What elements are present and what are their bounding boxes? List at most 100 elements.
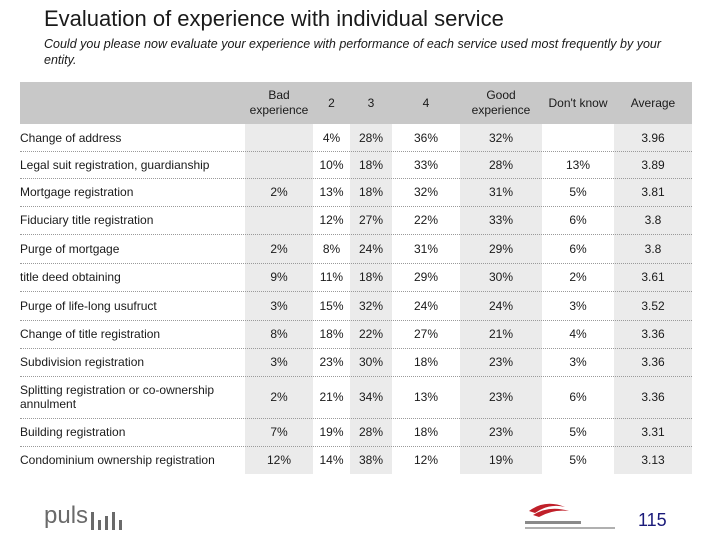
table-cell: 18% — [319, 327, 344, 341]
table-cell: 9% — [270, 270, 288, 284]
table-cell — [245, 124, 313, 151]
table-cell: 30% — [358, 355, 384, 369]
row-label: Change of title registration — [20, 327, 161, 341]
table-cell: 28% — [488, 157, 514, 172]
row-label: Fiduciary title registration — [20, 213, 154, 227]
table-cell: 3.36 — [641, 355, 665, 369]
column-band — [460, 124, 542, 474]
row-label: title deed obtaining — [20, 270, 121, 284]
row-divider — [20, 418, 692, 419]
column-band — [245, 124, 313, 474]
table-cell: 3.61 — [641, 270, 665, 284]
table-cell: 21% — [319, 390, 344, 404]
table-cell: 38% — [358, 453, 384, 467]
row-divider — [20, 320, 692, 321]
table-cell: 30% — [488, 270, 514, 284]
table-cell: 5% — [569, 185, 587, 199]
column-band — [614, 124, 692, 474]
table-cell: 23% — [488, 355, 514, 369]
table-cell: 10% — [319, 157, 344, 172]
table-cell: 33% — [488, 213, 514, 227]
column-header-average: Average — [630, 95, 676, 110]
row-divider — [20, 446, 692, 447]
table-cell: 18% — [413, 355, 439, 369]
page-number: 115 — [638, 510, 667, 530]
table-cell: 12% — [319, 213, 344, 227]
table-cell: 13% — [319, 185, 344, 199]
table-cell: 18% — [413, 425, 439, 439]
table-cell: 8% — [322, 241, 341, 256]
table-cell: 31% — [488, 185, 514, 199]
column-band — [350, 124, 392, 474]
table-cell: 3.13 — [641, 453, 665, 467]
table-cell: 27% — [413, 327, 439, 341]
row-label: Mortgage registration — [20, 185, 134, 199]
table-cell: 3% — [270, 355, 288, 369]
table-cell: 6% — [569, 390, 587, 404]
table-cell: 3.52 — [641, 298, 665, 313]
column-header-good-experience: Good experience — [471, 88, 531, 117]
table-cell: 29% — [488, 241, 514, 256]
row-label: Splitting registration or co-ownership a… — [20, 383, 215, 411]
table-cell: 3.36 — [641, 327, 665, 341]
table-cell: 3% — [569, 298, 587, 313]
table-cell: 5% — [569, 453, 587, 467]
table-cell: 7% — [270, 425, 288, 439]
page-title: Evaluation of experience with individual… — [44, 6, 504, 31]
row-divider — [20, 376, 692, 377]
table-cell: 4% — [322, 130, 341, 145]
puls-logo: puls — [44, 502, 126, 530]
row-divider — [20, 234, 692, 235]
table-cell: 4% — [569, 327, 587, 341]
row-divider — [20, 206, 692, 207]
table-cell: 3.31 — [641, 425, 665, 439]
table-cell: 24% — [358, 241, 384, 256]
table-cell — [542, 124, 614, 151]
table-cell: 23% — [319, 355, 344, 369]
table-cell: 28% — [358, 425, 384, 439]
table-cell: 32% — [358, 298, 384, 313]
table-cell: 12% — [413, 453, 439, 467]
table-cell: 3% — [270, 298, 288, 313]
table-cell: 32% — [488, 130, 514, 145]
table-cell: 2% — [270, 185, 288, 199]
table-cell: 21% — [488, 327, 514, 341]
table-cell: 18% — [358, 185, 384, 199]
table-cell: 23% — [488, 390, 514, 404]
table-cell: 2% — [270, 390, 288, 404]
column-header-3: 3 — [367, 95, 375, 110]
table-cell: 6% — [569, 241, 587, 256]
table-cell: 2% — [270, 241, 288, 256]
table-cell — [245, 206, 313, 234]
row-label: Condominium ownership registration — [20, 453, 215, 467]
row-divider — [20, 151, 692, 152]
column-header-2: 2 — [328, 95, 335, 110]
column-header-bad-experience: Bad experience — [249, 88, 309, 117]
table-cell: 31% — [413, 241, 439, 256]
question-text: Could you please now evaluate your exper… — [44, 37, 662, 67]
table-cell: 3.96 — [641, 130, 665, 145]
table-cell: 24% — [413, 298, 439, 313]
bars-icon — [91, 508, 126, 530]
table-cell: 32% — [413, 185, 439, 199]
table-cell: 33% — [413, 157, 439, 172]
table-cell: 15% — [319, 298, 344, 313]
table-cell: 23% — [488, 425, 514, 439]
table-cell: 3% — [569, 355, 587, 369]
table-header-band — [20, 82, 692, 124]
row-label: Purge of mortgage — [20, 241, 120, 256]
table-cell: 3.81 — [641, 185, 665, 199]
table-cell: 34% — [358, 390, 384, 404]
column-header-4: 4 — [422, 95, 430, 110]
table-cell: 2% — [569, 270, 587, 284]
table-cell: 19% — [488, 453, 514, 467]
table-cell: 3.36 — [641, 390, 665, 404]
table-cell: 6% — [569, 213, 587, 227]
table-cell: 14% — [319, 453, 344, 467]
table-cell: 12% — [266, 453, 292, 467]
row-divider — [20, 263, 692, 264]
table-cell: 18% — [358, 270, 384, 284]
brand-name: puls — [44, 502, 89, 529]
table-cell: 3.8 — [644, 213, 662, 227]
table-cell: 36% — [413, 130, 439, 145]
